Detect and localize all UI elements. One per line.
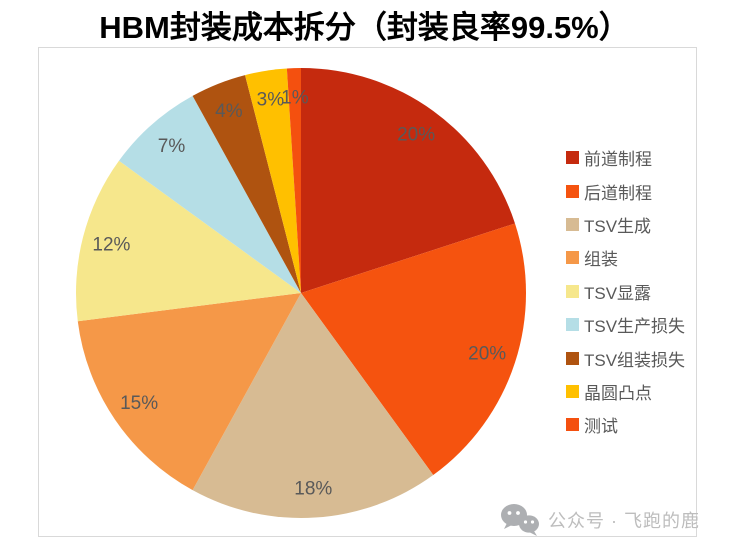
- pie-data-label: 4%: [215, 101, 243, 122]
- legend-label: 后道制程: [584, 183, 652, 203]
- legend-label: TSV生成: [584, 216, 652, 236]
- pie-slice-4: [77, 293, 301, 491]
- pie-data-label: 15%: [120, 393, 158, 414]
- legend-item-1: 前道制程: [566, 141, 685, 174]
- pie-chart: 20% 20% 18% 15% 12% 7% 4% 3%1%: [75, 67, 527, 518]
- legend-swatch: [566, 418, 579, 432]
- pie-slice-9: [286, 67, 301, 293]
- legend-label: 组装: [584, 250, 618, 270]
- pie-slice-8: [245, 68, 301, 293]
- legend-item-9: 测试: [566, 408, 685, 441]
- chart-title: HBM封装成本拆分（封装良率99.5%）: [99, 10, 630, 45]
- legend-label: TSV组装损失: [584, 350, 686, 370]
- legend: 前道制程后道制程 TSV生成组装 TSV显露 TSV生产损失 TSV组装损失 晶圆凸点测试: [566, 141, 685, 442]
- chart-area: 20% 20% 18% 15% 12% 7% 4% 3% 1% 前道制程后道制程 TSV生成组装 T…: [38, 47, 697, 537]
- legend-swatch: [566, 184, 579, 198]
- pie-slice-7: [192, 75, 301, 293]
- legend-label: 测试: [584, 417, 618, 437]
- pie-slice-5: [75, 160, 302, 322]
- legend-item-6: TSV生产损失: [566, 308, 685, 341]
- legend-swatch: [566, 217, 579, 231]
- legend-label: 晶圆凸点: [584, 383, 652, 403]
- legend-item-2: 后道制程: [566, 174, 685, 207]
- legend-item-5: TSV显露: [566, 275, 685, 308]
- watermark-text: 公众号 · 飞跑的鹿: [548, 510, 700, 531]
- legend-label: 前道制程: [584, 150, 652, 170]
- legend-item-8: 晶圆凸点: [566, 375, 685, 408]
- legend-item-4: 组装: [566, 241, 685, 274]
- legend-swatch: [566, 284, 579, 298]
- legend-swatch: [566, 318, 579, 332]
- pie-data-label: 18%: [294, 478, 332, 499]
- legend-swatch: [566, 351, 579, 365]
- pie-slice-3: [192, 293, 434, 518]
- pie-data-label: 3%: [257, 90, 285, 111]
- pie-data-label: 20%: [468, 344, 506, 365]
- legend-label: TSV显露: [584, 283, 652, 303]
- pie-slice-2: [301, 223, 527, 476]
- wechat-icon: [501, 504, 539, 536]
- pie-slice-1: [301, 68, 515, 293]
- pie-slice-6: [118, 95, 301, 293]
- legend-item-3: TSV生成: [566, 208, 685, 241]
- pie-data-label: 12%: [92, 234, 130, 255]
- legend-label: TSV生产损失: [584, 317, 686, 337]
- legend-swatch: [566, 384, 579, 398]
- legend-swatch: [566, 151, 579, 165]
- legend-item-7: TSV组装损失: [566, 341, 685, 374]
- pie-data-label: 1%: [281, 87, 309, 108]
- legend-swatch: [566, 251, 579, 265]
- watermark: 公众号 · 飞跑的鹿: [500, 503, 700, 536]
- pie-data-label: 7%: [158, 136, 186, 157]
- pie-data-label: 20%: [397, 125, 435, 146]
